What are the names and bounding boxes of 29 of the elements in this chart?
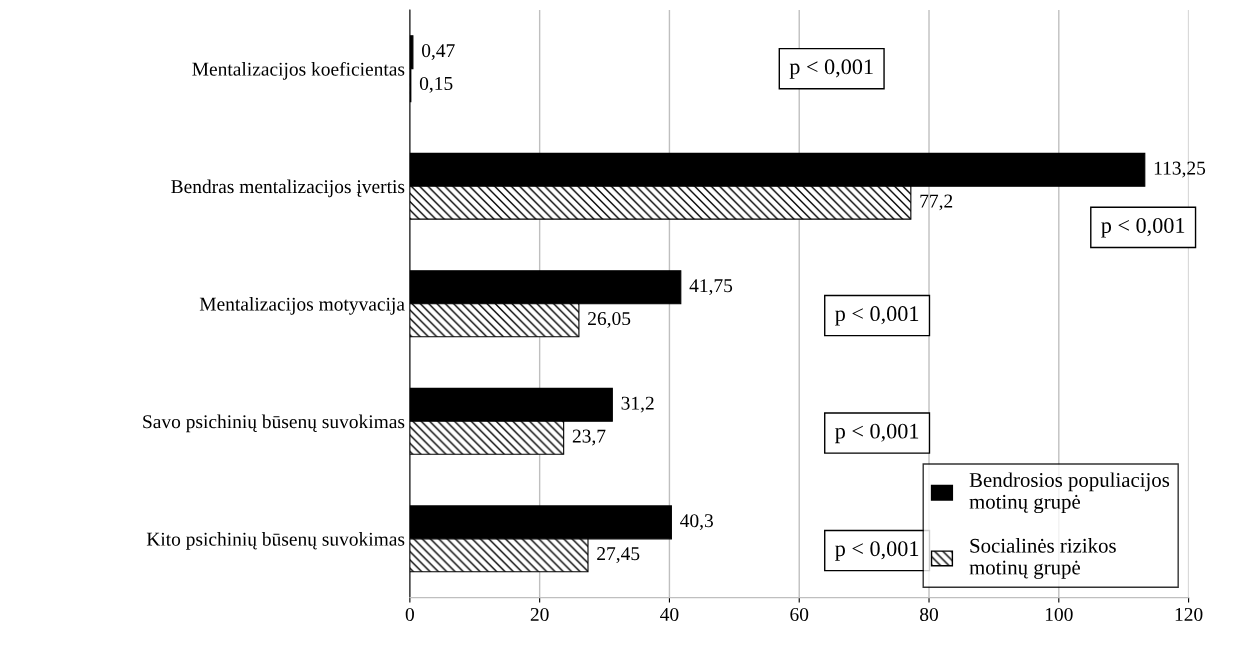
legend-label: Bendrosios populiacijos motinų grupė: [969, 472, 1170, 514]
x-tick-label: 60: [790, 607, 809, 622]
data-label: 31,2: [621, 396, 654, 413]
data-label: 26,05: [588, 311, 631, 328]
annotation: p < 0,001: [835, 541, 919, 561]
x-tick-label: 40: [660, 607, 679, 622]
x-tick-label: 0: [405, 607, 414, 622]
data-label: 23,7: [572, 429, 606, 446]
annotation: p < 0,001: [835, 306, 919, 326]
y-tick-label: Kito psichinių būsenų suvokimas: [146, 532, 405, 550]
x-tick-label: 100: [1045, 607, 1073, 622]
data-label: 113,25: [1154, 161, 1206, 178]
data-label: 77,2: [920, 194, 953, 211]
x-tick-label: 80: [920, 607, 938, 622]
y-tick-label: Mentalizacijos motyvacija: [199, 297, 405, 315]
legend-label: Socialinės rizikos motinų grupė: [969, 538, 1116, 579]
data-label: 40,3: [680, 514, 713, 531]
y-tick-label: Savo psichinių būsenų suvokimas: [143, 414, 405, 433]
y-tick-label: Mentalizacijos koeficientas: [192, 61, 405, 80]
x-tick-label: 120: [1175, 607, 1203, 622]
data-label: 0,15: [419, 76, 453, 93]
x-tick-label: 20: [530, 607, 549, 622]
annotation: p < 0,001: [789, 59, 873, 79]
data-label: 41,75: [689, 279, 733, 295]
annotation: p < 0,001: [1101, 217, 1185, 238]
data-label: 0,47: [421, 44, 455, 60]
data-label: 27,45: [597, 547, 640, 563]
y-tick-label: Bendras mentalizacijos įvertis: [171, 179, 405, 198]
annotation: p < 0,001: [835, 423, 919, 444]
